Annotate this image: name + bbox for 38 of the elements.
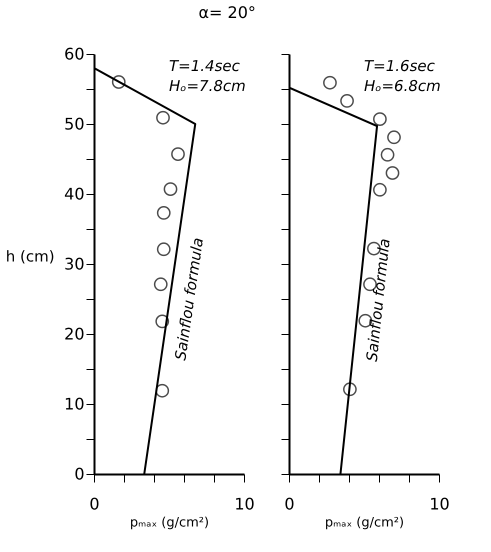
text: Sainflou formula	[362, 238, 394, 362]
y-tick-label: 40	[64, 184, 84, 204]
point	[164, 182, 178, 196]
point	[380, 148, 394, 162]
y-tick-label: 50	[64, 114, 84, 134]
x-axis-title: pₘₐₓ (g/cm²)	[130, 516, 210, 530]
point	[155, 384, 170, 398]
point	[171, 147, 185, 161]
text: Sainflou formula	[171, 236, 208, 362]
x-tick-label: 0	[89, 494, 100, 514]
y-tick-label: 0	[74, 464, 84, 484]
annotation: Hₒ=6.8cm	[364, 77, 441, 95]
y-tick-label: 10	[64, 394, 84, 414]
point	[112, 75, 126, 89]
point	[343, 382, 357, 396]
x-tick-label: 10	[234, 494, 255, 514]
y-tick-label: 30	[64, 254, 84, 274]
y-tick-label: 60	[64, 44, 84, 64]
point	[155, 314, 170, 328]
point	[156, 206, 171, 220]
annotation: Hₒ=7.8cm	[169, 77, 246, 95]
x-tick-label: 0	[284, 494, 295, 514]
point	[156, 110, 170, 125]
annotation: T=1.4sec	[169, 57, 241, 75]
point	[340, 94, 354, 108]
point	[373, 112, 387, 126]
point	[373, 182, 387, 197]
x-tick-label: 10	[429, 494, 450, 514]
point	[156, 242, 171, 256]
point	[154, 277, 168, 292]
point	[386, 166, 400, 180]
point	[387, 130, 401, 144]
chart-title: α= 20°	[198, 3, 256, 22]
y-tick-label: 20	[64, 324, 84, 344]
x-axis-title: pₘₐₓ (g/cm²)	[324, 516, 404, 530]
point	[323, 76, 337, 90]
annotation: T=1.6sec	[364, 57, 436, 75]
y-axis-title: h (cm)	[6, 248, 55, 266]
